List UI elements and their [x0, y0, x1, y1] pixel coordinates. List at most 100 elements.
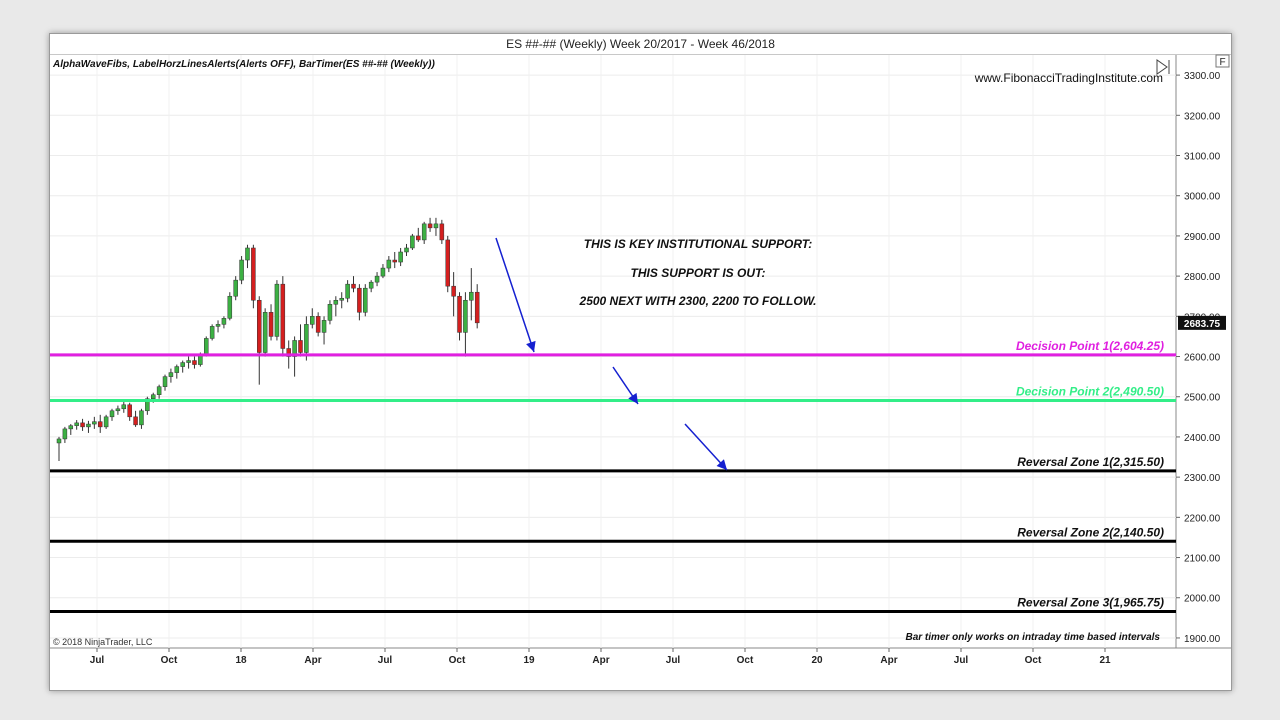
candle-body[interactable] — [363, 287, 368, 313]
x-tick-label: Apr — [880, 655, 897, 666]
candle-body[interactable] — [86, 423, 91, 428]
level-label: Decision Point 2(2,490.50) — [1016, 385, 1164, 399]
candle-body[interactable] — [357, 287, 362, 313]
scroll-right-icon[interactable] — [1156, 59, 1168, 75]
x-tick-label: Jul — [954, 655, 969, 666]
candle-body[interactable] — [103, 416, 109, 428]
candle-body[interactable] — [404, 247, 409, 253]
candle-body[interactable] — [227, 295, 233, 319]
candle-body[interactable] — [457, 295, 462, 333]
candle-body[interactable] — [333, 299, 339, 305]
candle-body[interactable] — [410, 235, 415, 249]
x-tick-label: Oct — [161, 655, 178, 666]
candle-body[interactable] — [221, 318, 227, 325]
candle-body[interactable] — [345, 283, 350, 299]
candle-body[interactable] — [380, 267, 386, 277]
x-tick-label: Jul — [666, 655, 681, 666]
candle-body[interactable] — [145, 398, 150, 412]
arrow-shaft — [684, 423, 728, 471]
candle-body[interactable] — [463, 299, 468, 333]
candle-body[interactable] — [74, 422, 79, 426]
candle-body[interactable] — [416, 235, 421, 241]
chart-title: ES ##-## (Weekly) Week 20/2017 - Week 46… — [50, 34, 1231, 55]
candle-body[interactable] — [327, 304, 333, 321]
level-label: Reversal Zone 2(2,140.50) — [1017, 525, 1164, 539]
candle-body[interactable] — [451, 285, 456, 297]
x-tick-label: 21 — [1099, 655, 1111, 666]
candle-body[interactable] — [469, 291, 474, 301]
candle-body[interactable] — [439, 223, 445, 241]
candle-body[interactable] — [386, 259, 392, 269]
candle-body[interactable] — [310, 316, 315, 325]
candle-body[interactable] — [445, 239, 450, 287]
candle-body[interactable] — [286, 348, 291, 357]
y-tick-label: 3200.00 — [1184, 111, 1221, 122]
candle-body[interactable] — [192, 360, 197, 365]
candle-body[interactable] — [209, 326, 215, 339]
x-tick-label: Apr — [592, 655, 609, 666]
candle-body[interactable] — [180, 362, 185, 367]
candle-body[interactable] — [298, 340, 303, 353]
x-tick-label: 19 — [523, 655, 535, 666]
candle-body[interactable] — [56, 438, 62, 444]
candle-body[interactable] — [121, 404, 127, 410]
annotation-text: THIS IS KEY INSTITUTIONAL SUPPORT: — [584, 237, 812, 251]
candle-body[interactable] — [174, 366, 180, 373]
candle-body[interactable] — [168, 372, 174, 377]
candle-body[interactable] — [245, 247, 250, 261]
annotation-text: THIS SUPPORT IS OUT: — [631, 266, 766, 280]
candle-body[interactable] — [292, 340, 297, 357]
level-label: Reversal Zone 3(1,965.75) — [1017, 596, 1164, 610]
candle-body[interactable] — [339, 297, 344, 301]
candle-body[interactable] — [427, 223, 433, 229]
candle-body[interactable] — [156, 386, 162, 395]
y-tick-label: 2000.00 — [1184, 594, 1221, 605]
candle-body[interactable] — [62, 428, 68, 440]
candle-body[interactable] — [257, 299, 262, 353]
candle-body[interactable] — [239, 259, 244, 281]
arrow-head — [628, 392, 638, 404]
y-tick-label: 3000.00 — [1184, 192, 1221, 203]
candle-body[interactable] — [262, 312, 268, 353]
candle-body[interactable] — [304, 324, 309, 353]
candle-body[interactable] — [321, 320, 327, 333]
candle-body[interactable] — [315, 316, 321, 333]
candle-body[interactable] — [398, 251, 403, 263]
candle-body[interactable] — [186, 360, 191, 363]
candle-body[interactable] — [127, 404, 132, 418]
candle-body[interactable] — [80, 422, 85, 428]
candle-body[interactable] — [215, 324, 221, 327]
candle-body[interactable] — [68, 425, 74, 430]
candle-body[interactable] — [274, 283, 280, 337]
candle-body[interactable] — [374, 275, 380, 283]
candle-body[interactable] — [251, 247, 256, 301]
candle-body[interactable] — [92, 421, 97, 425]
candle-body[interactable] — [150, 394, 156, 399]
candle-body[interactable] — [139, 410, 144, 426]
candle-body[interactable] — [351, 283, 356, 289]
candle-body[interactable] — [133, 416, 138, 426]
candle-body[interactable] — [421, 223, 427, 241]
x-tick-label: Oct — [449, 655, 466, 666]
current-price-tag — [1178, 315, 1226, 330]
candle-body[interactable] — [233, 279, 238, 297]
candle-body[interactable] — [97, 421, 103, 428]
x-tick-label: Apr — [304, 655, 321, 666]
candle-body[interactable] — [368, 281, 374, 289]
y-tick-label: 2100.00 — [1184, 554, 1221, 565]
candle-body[interactable] — [204, 338, 209, 355]
candle-body[interactable] — [115, 408, 121, 412]
candle-body[interactable] — [280, 283, 286, 349]
y-tick-label: 2900.00 — [1184, 232, 1221, 243]
candle-body[interactable] — [109, 410, 115, 418]
candle-body[interactable] — [474, 291, 480, 324]
price-chart[interactable]: 1900.00 2000.00 2100.00 2200.00 2300.00 2400.… — [50, 34, 1231, 690]
candle-body[interactable] — [268, 312, 274, 337]
y-tick-label: 2600.00 — [1184, 353, 1221, 364]
bar-timer-note: Bar timer only works on intraday time ba… — [905, 632, 1160, 643]
candle-body[interactable] — [433, 223, 439, 229]
corner-button[interactable] — [1215, 54, 1230, 68]
y-tick-label: 3300.00 — [1184, 71, 1221, 82]
candle-body[interactable] — [162, 376, 168, 387]
candle-body[interactable] — [392, 259, 397, 263]
